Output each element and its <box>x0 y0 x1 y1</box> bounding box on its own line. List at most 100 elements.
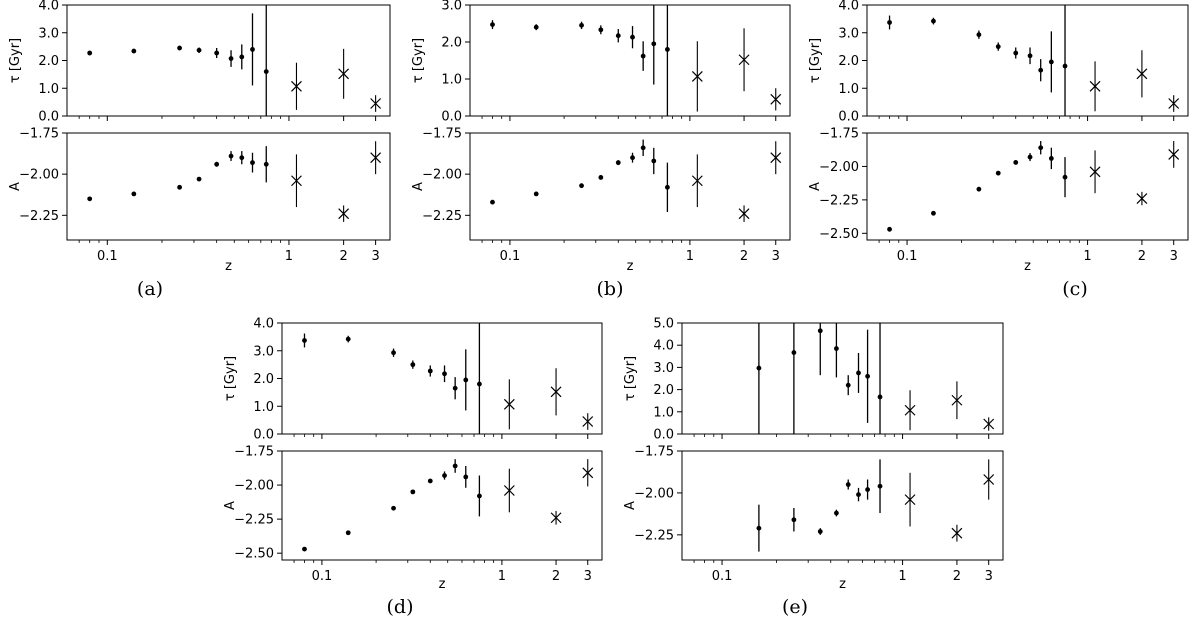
data-point <box>131 48 137 54</box>
data-point <box>1048 156 1054 161</box>
data-point <box>976 32 982 38</box>
x-tick-label: 3 <box>371 249 379 264</box>
cross-marker <box>983 418 995 430</box>
cross-marker <box>904 494 916 506</box>
x-tick-label: 0.1 <box>97 249 118 264</box>
panel-caption: (b) <box>597 278 624 300</box>
data-point <box>665 47 670 52</box>
panel-a: 0.0 1.0 2.0 3.0 4.0 τ [Gyr] −1.75 −2.00 −2.25 0.1… <box>8 0 391 300</box>
data-point <box>630 34 635 40</box>
cross-marker <box>338 68 350 80</box>
y-axis-label-tau: τ [Gyr] <box>411 38 426 83</box>
y-tick-label: −2.25 <box>634 528 674 543</box>
cross-marker <box>951 394 963 406</box>
cross-marker <box>1168 148 1180 160</box>
x-axis-label: z <box>1024 259 1031 274</box>
cross-marker <box>1136 193 1148 204</box>
cross-marker <box>550 512 562 524</box>
cross-marker <box>904 404 916 416</box>
data-point <box>442 473 447 478</box>
y-tick-label: −2.50 <box>819 227 859 242</box>
panel-caption: (d) <box>387 596 414 618</box>
y-tick-label: 4.0 <box>253 317 274 332</box>
cross-marker <box>983 474 995 485</box>
y-tick-label: −1.75 <box>819 127 859 142</box>
x-tick-label: 1 <box>285 249 293 264</box>
data-point <box>302 546 307 552</box>
cross-marker <box>291 175 302 187</box>
data-point <box>1062 63 1068 69</box>
data-point <box>1062 174 1068 180</box>
data-point <box>239 54 245 60</box>
data-point <box>239 155 245 161</box>
data-point <box>995 44 1001 50</box>
data-point <box>865 487 870 492</box>
data-point <box>427 368 433 374</box>
y-tick-label: −1.75 <box>422 127 462 142</box>
data-point <box>263 69 269 74</box>
cross-marker <box>1136 68 1148 80</box>
y-axis-label-tau: τ [Gyr] <box>808 38 823 83</box>
data-point <box>651 41 657 47</box>
y-tick-label: −2.00 <box>634 486 674 501</box>
panel-bottom-frame <box>469 132 791 241</box>
panel-bottom-frame <box>681 450 1004 561</box>
y-tick-label: −2.25 <box>19 209 59 224</box>
y-tick-label: 3.0 <box>253 344 274 359</box>
panel-caption: (e) <box>782 596 808 618</box>
data-point <box>615 160 621 166</box>
panel-top-frame <box>281 322 603 435</box>
data-point <box>598 175 604 180</box>
data-point <box>1027 53 1033 59</box>
y-tick-label: 1.0 <box>838 82 859 97</box>
data-point <box>856 492 861 497</box>
data-point <box>845 482 851 487</box>
y-tick-label: 0.0 <box>653 428 674 443</box>
panel-c: 0.0 1.0 2.0 3.0 4.0 τ [Gyr] −1.75 −2.00 −2.25 −2.… <box>808 0 1189 300</box>
cross-marker <box>291 80 302 92</box>
cross-marker <box>691 175 703 187</box>
y-axis-label-tau: τ [Gyr] <box>8 38 23 83</box>
cross-marker <box>582 467 594 479</box>
y-tick-label: 3.0 <box>653 361 674 376</box>
panel-caption: (c) <box>1062 278 1087 300</box>
y-tick-label: 0.0 <box>441 110 462 125</box>
y-tick-label: 1.0 <box>653 405 674 420</box>
data-point <box>490 22 495 28</box>
y-tick-label: 0.0 <box>253 428 274 443</box>
y-tick-label: −1.75 <box>634 445 674 460</box>
y-tick-label: 3.0 <box>441 0 462 14</box>
data-point <box>263 161 269 167</box>
x-tick-label: 3 <box>985 569 993 584</box>
cross-marker <box>503 398 515 410</box>
x-tick-label: 2 <box>552 569 560 584</box>
data-point <box>463 377 469 383</box>
data-point <box>598 27 604 33</box>
y-axis-label-tau: τ [Gyr] <box>623 356 638 401</box>
data-point <box>817 529 823 534</box>
cross-marker <box>582 416 594 427</box>
data-point <box>1027 154 1033 160</box>
y-tick-label: 0.0 <box>38 110 59 125</box>
data-point <box>845 382 851 388</box>
cross-marker <box>503 485 515 496</box>
data-point <box>640 53 646 59</box>
data-point <box>931 210 936 216</box>
data-point <box>214 161 220 167</box>
y-tick-label: −2.25 <box>422 209 462 224</box>
data-point <box>490 199 495 205</box>
cross-marker <box>738 208 750 220</box>
data-point <box>452 463 458 469</box>
cross-marker <box>1089 80 1101 92</box>
y-tick-label: 1.0 <box>253 400 274 415</box>
y-axis-label-tau: τ [Gyr] <box>223 356 238 401</box>
panel-top-frame <box>66 4 391 117</box>
data-point <box>533 191 539 197</box>
x-axis-label: z <box>439 577 446 592</box>
x-tick-label: 0.1 <box>312 569 333 584</box>
data-point <box>756 525 762 531</box>
y-axis-label-A: A <box>8 182 23 191</box>
data-point <box>856 370 861 376</box>
y-tick-label: −2.00 <box>234 479 274 494</box>
data-point <box>410 489 416 495</box>
